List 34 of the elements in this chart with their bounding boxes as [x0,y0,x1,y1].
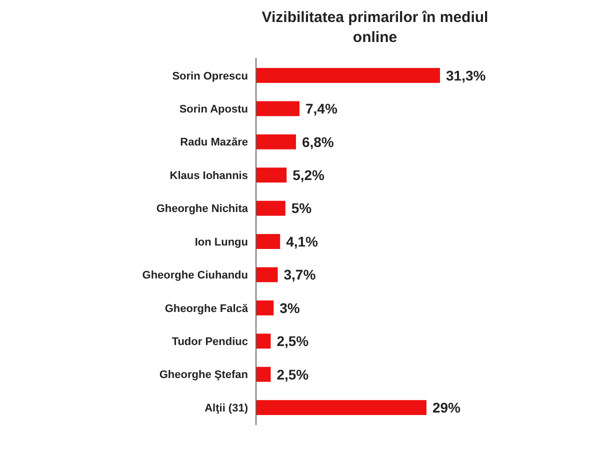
y-tick-label: Gheorghe Ştefan [159,369,248,382]
bar [256,200,286,216]
bar [256,334,271,349]
data-label: 5% [291,200,312,216]
y-tick-label: Alţii (31) [204,402,248,414]
y-tick-label: Sorin Apostu [179,104,248,116]
data-label: 6,8% [302,134,334,150]
bar [256,101,300,116]
y-tick-label: Radu Mazăre [180,136,248,149]
bar [256,300,274,316]
data-label: 2,5% [276,366,310,382]
y-tick-label: Gheorghe Falcă [164,302,249,315]
bar [256,134,296,150]
y-tick-label: Klaus Iohannis [170,170,248,182]
y-tick-label: Gheorghe Nichita [156,203,249,216]
bar [256,400,426,416]
data-label: 2,5% [276,333,310,350]
y-tick-label: Tudor Pendiuc [172,336,248,348]
y-tick-label: Sorin Oprescu [172,70,248,82]
data-label: 5,2% [292,166,326,183]
data-label: 31,3% [446,67,486,84]
bar [256,68,440,83]
data-label: 4,1% [286,233,319,250]
data-label: 7,4% [306,100,338,117]
bar [256,267,278,282]
data-label: 3% [280,300,300,316]
bar [256,366,271,382]
data-label: 29% [432,399,462,416]
bar [256,168,287,183]
y-tick-label: Ion Lungu [194,236,248,248]
data-label: 3,7% [284,266,316,283]
bar [256,234,280,249]
y-tick-label: Gheorghe Ciuhandu [142,270,248,282]
chart-title: Vizibilitatea primarilor în mediul online [262,9,488,46]
